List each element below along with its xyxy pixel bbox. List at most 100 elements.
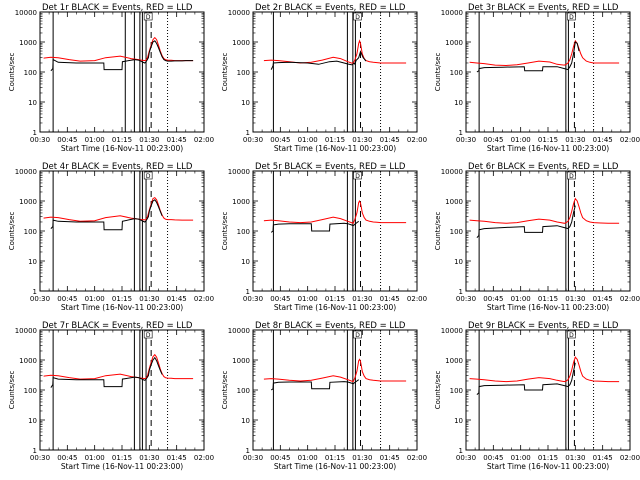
series-lld-line	[263, 358, 407, 383]
panel-2: 1 10 100 1000 10000 00:30 00:45 01:00 01:15 01:30…	[221, 3, 427, 153]
x-tick-label: 00:45	[270, 454, 290, 462]
x-tick-label: 00:45	[57, 295, 77, 303]
panel-3: 1 10 100 1000 10000 00:30 00:45 01:00 01:15 01:30…	[434, 3, 640, 153]
interval-label-box	[143, 171, 153, 180]
x-tick-label: 01:30	[139, 454, 159, 462]
y-tick-label: 1	[246, 129, 250, 137]
series-events-line	[270, 50, 367, 70]
y-tick-label: 100	[450, 69, 463, 77]
interval-label: D	[355, 14, 360, 21]
y-tick-label: 10	[241, 99, 250, 107]
x-axis-label: Start Time (16-Nov-11 00:23:00)	[274, 144, 396, 153]
x-tick-label: 01:00	[85, 454, 105, 462]
x-tick-label: 01:15	[112, 454, 132, 462]
y-tick-label: 1000	[232, 198, 250, 206]
panel-title: Det 8r BLACK = Events, RED = LLD	[255, 321, 406, 331]
y-tick-label: 1	[246, 447, 250, 455]
interval-label: D	[146, 332, 151, 339]
y-tick-label: 1000	[19, 39, 37, 47]
plot-frame	[252, 11, 418, 133]
x-axis-label: Start Time (16-Nov-11 00:23:00)	[61, 462, 183, 471]
y-axis-label: Counts/sec	[434, 53, 442, 92]
x-tick-label: 01:30	[352, 136, 372, 144]
plot-frame	[465, 329, 631, 451]
y-tick-label: 10000	[228, 168, 250, 176]
y-tick-label: 1	[33, 447, 37, 455]
y-tick-label: 100	[237, 228, 250, 236]
x-tick-label: 02:00	[620, 295, 640, 303]
x-tick-label: 01:45	[167, 136, 187, 144]
y-tick-label: 10	[241, 417, 250, 425]
interval-label-box	[353, 171, 362, 180]
x-tick-label: 01:15	[538, 295, 558, 303]
x-tick-label: 01:30	[565, 136, 585, 144]
panel-8: 1 10 100 1000 10000 00:30 00:45 01:00 01:15 01:30…	[221, 321, 427, 471]
y-tick-label: 10000	[228, 327, 250, 335]
interval-label: D	[355, 332, 360, 339]
panel-1: 1 10 100 1000 10000 00:30 00:45 01:00 01:15 01:30…	[8, 3, 214, 153]
x-tick-label: 00:30	[30, 136, 50, 144]
interval-label-box	[143, 12, 153, 21]
plot-frame	[465, 170, 631, 292]
x-tick-label: 02:00	[620, 454, 640, 462]
panel-5: 1 10 100 1000 10000 00:30 00:45 01:00 01:15 01:30…	[221, 162, 427, 312]
interval-label-box	[353, 330, 362, 339]
y-axis-label: Counts/sec	[221, 371, 229, 410]
x-tick-label: 01:00	[298, 136, 318, 144]
x-axis-label: Start Time (16-Nov-11 00:23:00)	[274, 303, 396, 312]
y-tick-label: 100	[237, 387, 250, 395]
x-tick-label: 00:30	[456, 295, 476, 303]
x-tick-label: 01:45	[593, 136, 613, 144]
plot-frame	[252, 170, 418, 292]
x-tick-label: 01:00	[298, 295, 318, 303]
panel-title: Det 6r BLACK = Events, RED = LLD	[468, 162, 619, 172]
series-events-line	[270, 220, 359, 233]
panel-title: Det 4r BLACK = Events, RED = LLD	[42, 162, 193, 172]
x-tick-label: 01:00	[85, 295, 105, 303]
x-tick-label: 02:00	[194, 136, 214, 144]
y-tick-label: 1000	[445, 198, 463, 206]
interval-label: D	[569, 173, 574, 180]
series-lld-line	[43, 353, 194, 380]
interval-label-box	[567, 171, 576, 180]
x-tick-label: 00:45	[57, 454, 77, 462]
series-events-line	[476, 41, 580, 73]
x-tick-label: 01:15	[112, 136, 132, 144]
plot-frame	[252, 329, 418, 451]
y-tick-label: 1	[459, 447, 463, 455]
x-tick-label: 01:45	[380, 454, 400, 462]
series-events-line	[50, 40, 194, 72]
x-tick-label: 02:00	[620, 136, 640, 144]
interval-label-box	[143, 330, 153, 339]
x-tick-label: 01:30	[139, 136, 159, 144]
interval-label-box	[353, 12, 362, 21]
x-tick-label: 01:00	[85, 136, 105, 144]
y-tick-label: 10	[28, 417, 37, 425]
x-tick-label: 01:30	[352, 454, 372, 462]
y-tick-label: 10	[28, 99, 37, 107]
y-tick-label: 1000	[19, 198, 37, 206]
y-axis-label: Counts/sec	[8, 53, 16, 92]
y-tick-label: 100	[237, 69, 250, 77]
y-tick-label: 1	[459, 288, 463, 296]
x-tick-label: 00:30	[30, 295, 50, 303]
series-events-line	[50, 199, 163, 231]
interval-label: D	[569, 332, 574, 339]
x-axis-label: Start Time (16-Nov-11 00:23:00)	[61, 303, 183, 312]
x-tick-label: 02:00	[194, 295, 214, 303]
x-tick-label: 01:30	[139, 295, 159, 303]
y-axis-label: Counts/sec	[8, 212, 16, 251]
x-tick-label: 01:15	[112, 295, 132, 303]
y-axis-label: Counts/sec	[434, 212, 442, 251]
y-tick-label: 1000	[19, 357, 37, 365]
x-tick-label: 01:15	[538, 136, 558, 144]
x-tick-label: 01:45	[593, 454, 613, 462]
y-tick-label: 100	[24, 69, 37, 77]
series-lld-line	[263, 199, 407, 224]
y-axis-label: Counts/sec	[221, 212, 229, 251]
series-events-line	[50, 356, 163, 388]
y-tick-label: 1000	[232, 357, 250, 365]
interval-label: D	[569, 14, 574, 21]
plot-frame	[39, 329, 205, 451]
